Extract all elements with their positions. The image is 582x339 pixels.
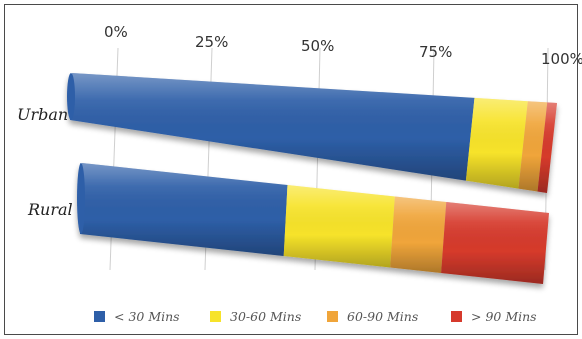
x-tick-label: 0% (104, 23, 128, 41)
x-tick-label: 100% (541, 50, 582, 68)
bar-segment-shading (518, 101, 548, 192)
bar-cap (67, 73, 75, 120)
x-tick-label: 50% (301, 37, 334, 55)
legend-swatch (327, 311, 338, 322)
category-label: Rural (27, 200, 73, 219)
bar-segment-shading (390, 196, 447, 273)
legend-swatch (94, 311, 105, 322)
x-tick-labels: 0% 25% 50% 75% 100% (104, 23, 582, 68)
legend-label: 30-60 Mins (230, 309, 301, 324)
legend-label: > 90 Mins (471, 309, 537, 324)
x-tick-label: 25% (195, 33, 228, 51)
bar-segment-shading (80, 163, 288, 256)
bar-segment-shading (537, 102, 557, 193)
legend-swatch (451, 311, 462, 322)
category-label: Urban (17, 105, 68, 124)
bar-row-urban (67, 73, 557, 193)
legend: < 30 Mins 30-60 Mins 60-90 Mins > 90 Mins (94, 309, 537, 324)
bars (67, 73, 557, 284)
bar-cap (77, 163, 85, 234)
bar-segment-shading (283, 185, 395, 268)
bar-segment-shading (70, 73, 475, 181)
x-tick-label: 75% (419, 43, 452, 61)
legend-swatch (210, 311, 221, 322)
bar-segment-shading (465, 97, 528, 189)
bar-segment-shading (441, 202, 549, 284)
legend-label: < 30 Mins (114, 309, 180, 324)
bar-row-rural (77, 163, 549, 284)
legend-label: 60-90 Mins (347, 309, 418, 324)
category-labels: Urban Rural (17, 105, 73, 219)
